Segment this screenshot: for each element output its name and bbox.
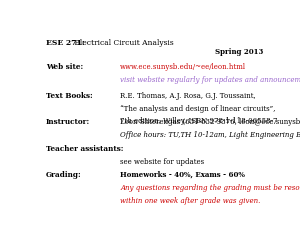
Text: “The analysis and design of linear circuits”,: “The analysis and design of linear circu…	[120, 105, 275, 112]
Text: R.E. Thomas, A.J. Rosa, G.J. Toussaint,: R.E. Thomas, A.J. Rosa, G.J. Toussaint,	[120, 92, 256, 100]
Text: Web site:: Web site:	[46, 63, 83, 71]
Text: Office hours: TU,TH 10-12am, Light Engineering Bldg. 143: Office hours: TU,TH 10-12am, Light Engin…	[120, 131, 300, 139]
Text: Homeworks - 40%, Exams - 60%: Homeworks - 40%, Exams - 60%	[120, 171, 245, 179]
Text: Text Books:: Text Books:	[46, 92, 92, 100]
Text: Teacher assistants:: Teacher assistants:	[46, 145, 123, 153]
Text: within one week after grade was given.: within one week after grade was given.	[120, 197, 260, 204]
Text: visit website regularly for updates and announcements: visit website regularly for updates and …	[120, 76, 300, 84]
Text: 7th edition, Willey, ISBN 978-1-118-06558-7: 7th edition, Willey, ISBN 978-1-118-0655…	[120, 117, 278, 125]
Text: Grading:: Grading:	[46, 171, 81, 179]
Text: see website for updates: see website for updates	[120, 158, 204, 166]
Text: Electrical Circuit Analysis: Electrical Circuit Analysis	[72, 39, 174, 47]
Text: ESE 271:: ESE 271:	[46, 39, 84, 47]
Text: www.ece.sunysb.edu/~ee/leon.html: www.ece.sunysb.edu/~ee/leon.html	[120, 63, 246, 71]
Text: Any questions regarding the grading must be resolved: Any questions regarding the grading must…	[120, 184, 300, 192]
Text: Instructor:: Instructor:	[46, 119, 90, 126]
Text: Leon Shterengas (631-632-9376, leon@ece.sunysb.edu);: Leon Shterengas (631-632-9376, leon@ece.…	[120, 119, 300, 126]
Text: Spring 2013: Spring 2013	[215, 48, 263, 56]
